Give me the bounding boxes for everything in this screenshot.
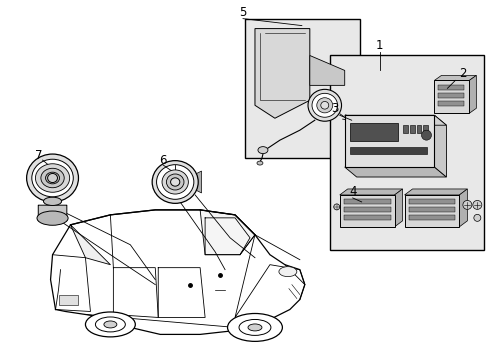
FancyBboxPatch shape bbox=[407, 215, 454, 220]
FancyBboxPatch shape bbox=[343, 199, 390, 204]
FancyBboxPatch shape bbox=[438, 101, 464, 106]
Polygon shape bbox=[339, 189, 402, 195]
Text: 7: 7 bbox=[35, 149, 42, 162]
Polygon shape bbox=[468, 75, 475, 113]
FancyBboxPatch shape bbox=[344, 115, 433, 167]
Ellipse shape bbox=[26, 154, 78, 202]
Circle shape bbox=[473, 214, 480, 221]
FancyBboxPatch shape bbox=[438, 85, 464, 90]
Ellipse shape bbox=[152, 161, 198, 203]
Polygon shape bbox=[254, 28, 309, 118]
FancyBboxPatch shape bbox=[329, 55, 483, 250]
Ellipse shape bbox=[162, 170, 188, 194]
FancyBboxPatch shape bbox=[438, 93, 464, 98]
Polygon shape bbox=[433, 115, 446, 177]
Polygon shape bbox=[309, 55, 344, 85]
Ellipse shape bbox=[170, 178, 180, 186]
Ellipse shape bbox=[45, 172, 60, 184]
Circle shape bbox=[472, 201, 481, 210]
Polygon shape bbox=[192, 171, 201, 193]
FancyBboxPatch shape bbox=[407, 199, 454, 204]
FancyBboxPatch shape bbox=[349, 123, 397, 141]
Circle shape bbox=[462, 201, 471, 210]
Polygon shape bbox=[344, 115, 446, 125]
FancyBboxPatch shape bbox=[408, 125, 414, 133]
Ellipse shape bbox=[316, 98, 332, 113]
FancyBboxPatch shape bbox=[343, 207, 390, 212]
Text: 2: 2 bbox=[458, 67, 465, 80]
Ellipse shape bbox=[258, 147, 267, 154]
Polygon shape bbox=[394, 189, 402, 227]
Ellipse shape bbox=[311, 93, 337, 117]
Text: 4: 4 bbox=[348, 185, 356, 198]
Polygon shape bbox=[433, 75, 475, 80]
Ellipse shape bbox=[103, 321, 117, 328]
Ellipse shape bbox=[307, 89, 341, 121]
Ellipse shape bbox=[32, 159, 73, 197]
Ellipse shape bbox=[320, 102, 328, 109]
Ellipse shape bbox=[47, 174, 58, 183]
FancyBboxPatch shape bbox=[38, 205, 67, 221]
FancyBboxPatch shape bbox=[402, 125, 407, 133]
FancyBboxPatch shape bbox=[404, 195, 458, 227]
Polygon shape bbox=[404, 189, 467, 195]
Ellipse shape bbox=[247, 324, 262, 331]
FancyBboxPatch shape bbox=[244, 19, 359, 158]
Polygon shape bbox=[200, 210, 254, 255]
FancyBboxPatch shape bbox=[343, 215, 390, 220]
Ellipse shape bbox=[166, 174, 183, 190]
FancyBboxPatch shape bbox=[423, 125, 427, 133]
FancyBboxPatch shape bbox=[349, 147, 427, 154]
Circle shape bbox=[421, 130, 430, 140]
FancyBboxPatch shape bbox=[407, 207, 454, 212]
FancyBboxPatch shape bbox=[416, 125, 421, 133]
Ellipse shape bbox=[239, 319, 270, 336]
Ellipse shape bbox=[278, 267, 296, 276]
Ellipse shape bbox=[35, 164, 69, 192]
Text: 6: 6 bbox=[159, 154, 166, 167]
Ellipse shape bbox=[43, 197, 61, 206]
Ellipse shape bbox=[41, 168, 64, 188]
Ellipse shape bbox=[85, 312, 135, 337]
Polygon shape bbox=[344, 167, 446, 177]
Ellipse shape bbox=[227, 314, 282, 341]
FancyBboxPatch shape bbox=[433, 80, 468, 113]
Text: 3: 3 bbox=[330, 102, 338, 115]
Polygon shape bbox=[458, 189, 467, 227]
Ellipse shape bbox=[95, 317, 125, 332]
Polygon shape bbox=[70, 225, 110, 265]
Text: 1: 1 bbox=[375, 39, 383, 52]
Circle shape bbox=[333, 204, 339, 210]
Ellipse shape bbox=[256, 161, 263, 165]
Ellipse shape bbox=[156, 165, 193, 199]
FancyBboxPatch shape bbox=[339, 195, 394, 227]
Bar bbox=[59, 294, 78, 305]
Text: 5: 5 bbox=[239, 6, 246, 19]
Ellipse shape bbox=[37, 211, 68, 225]
